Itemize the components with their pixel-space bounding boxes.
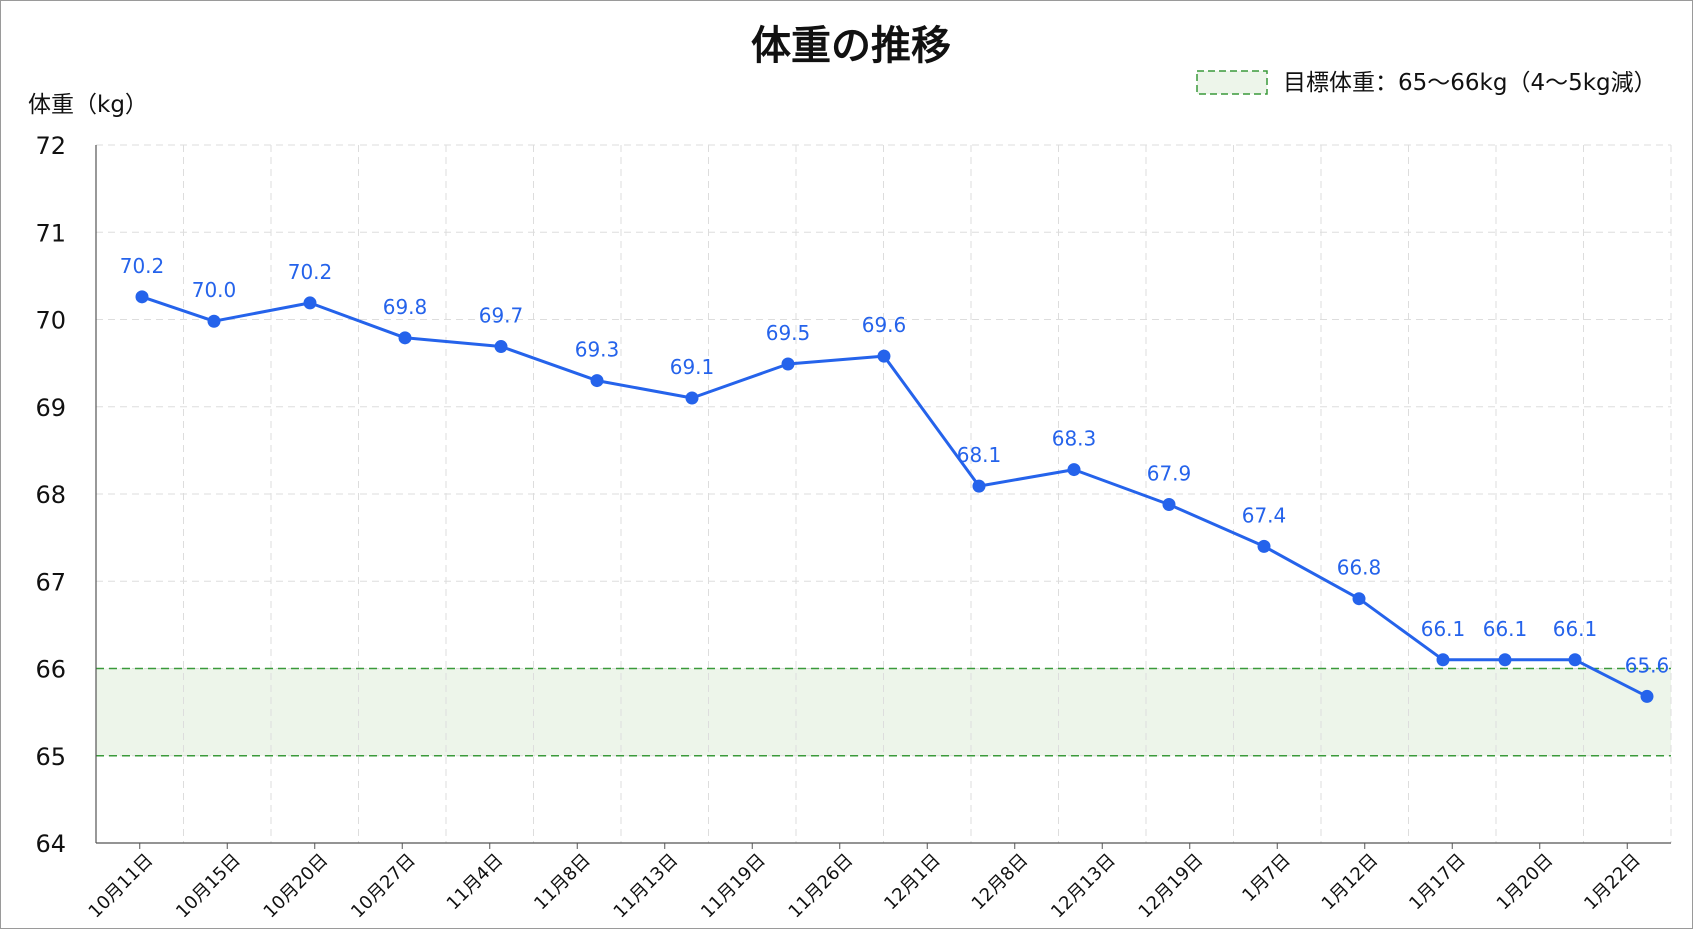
y-tick-label: 65 — [35, 743, 66, 771]
x-tick-label: 10月27日 — [347, 850, 420, 923]
data-label: 69.3 — [575, 338, 620, 362]
data-point — [1436, 653, 1450, 667]
x-tick-label: 12月13日 — [1047, 850, 1120, 923]
x-tick-label: 1月20日 — [1493, 850, 1558, 915]
data-point — [303, 296, 317, 310]
data-point — [590, 374, 604, 388]
data-label: 70.0 — [192, 278, 237, 302]
data-label: 68.1 — [957, 443, 1002, 467]
y-tick-label: 71 — [35, 219, 66, 247]
data-label: 66.1 — [1483, 617, 1528, 641]
series-line — [141, 295, 1648, 698]
data-point — [1640, 689, 1654, 703]
data-label: 66.1 — [1553, 617, 1598, 641]
data-point — [781, 357, 795, 371]
data-point — [972, 479, 986, 493]
data-label: 66.1 — [1421, 617, 1466, 641]
y-tick-label: 67 — [35, 568, 66, 596]
y-axis-label: 体重（kg） — [28, 92, 148, 118]
x-tick-label: 11月26日 — [785, 850, 858, 923]
data-point — [1257, 539, 1271, 553]
data-point — [1162, 497, 1176, 511]
data-label: 69.5 — [766, 321, 811, 345]
x-tick-label: 11月4日 — [443, 850, 508, 915]
y-tick-label: 68 — [35, 481, 66, 509]
x-tick-label: 12月8日 — [968, 850, 1033, 915]
x-tick-label: 1月7日 — [1238, 850, 1295, 907]
data-point — [1568, 653, 1582, 667]
data-point — [1352, 592, 1366, 606]
data-point — [1067, 463, 1081, 477]
x-tick-label: 10月20日 — [260, 850, 333, 923]
data-label: 69.8 — [383, 295, 428, 319]
x-tick-label: 11月19日 — [697, 850, 770, 923]
data-point — [207, 314, 221, 328]
x-tick-label: 10月11日 — [85, 850, 158, 923]
data-label: 67.9 — [1147, 461, 1192, 485]
x-tick-label: 1月22日 — [1580, 850, 1645, 915]
data-label: 69.1 — [670, 355, 715, 379]
data-point — [494, 340, 508, 354]
data-label: 69.6 — [862, 313, 907, 337]
x-tick-label: 10月15日 — [172, 850, 245, 923]
data-label: 70.2 — [288, 260, 333, 284]
x-tick-label: 12月19日 — [1135, 850, 1208, 923]
x-tick-label: 1月17日 — [1405, 850, 1470, 915]
data-label: 69.7 — [479, 304, 524, 328]
y-tick-label: 64 — [35, 830, 66, 858]
y-tick-label: 66 — [35, 656, 66, 684]
x-tick-label: 1月12日 — [1318, 850, 1383, 915]
y-tick-label: 70 — [35, 307, 66, 335]
data-label: 66.8 — [1337, 556, 1382, 580]
y-tick-label: 72 — [35, 132, 66, 160]
x-tick-label: 12月1日 — [880, 850, 945, 915]
data-label: 65.6 — [1625, 653, 1670, 677]
x-tick-label: 11月13日 — [610, 850, 683, 923]
data-point — [398, 331, 412, 345]
y-tick-label: 69 — [35, 394, 66, 422]
data-label: 68.3 — [1052, 427, 1097, 451]
data-point — [1498, 653, 1512, 667]
chart-title: 体重の推移 — [751, 23, 951, 69]
x-tick-label: 11月8日 — [530, 850, 595, 915]
legend-label: 目標体重：65〜66kg（4〜5kg減） — [1283, 70, 1657, 96]
legend-swatch — [1196, 70, 1268, 95]
legend: 目標体重：65〜66kg（4〜5kg減） — [1196, 70, 1657, 96]
data-point — [685, 391, 699, 405]
data-label: 67.4 — [1242, 503, 1287, 527]
data-point — [877, 349, 891, 363]
data-point — [135, 290, 149, 304]
data-label: 70.2 — [120, 254, 165, 278]
